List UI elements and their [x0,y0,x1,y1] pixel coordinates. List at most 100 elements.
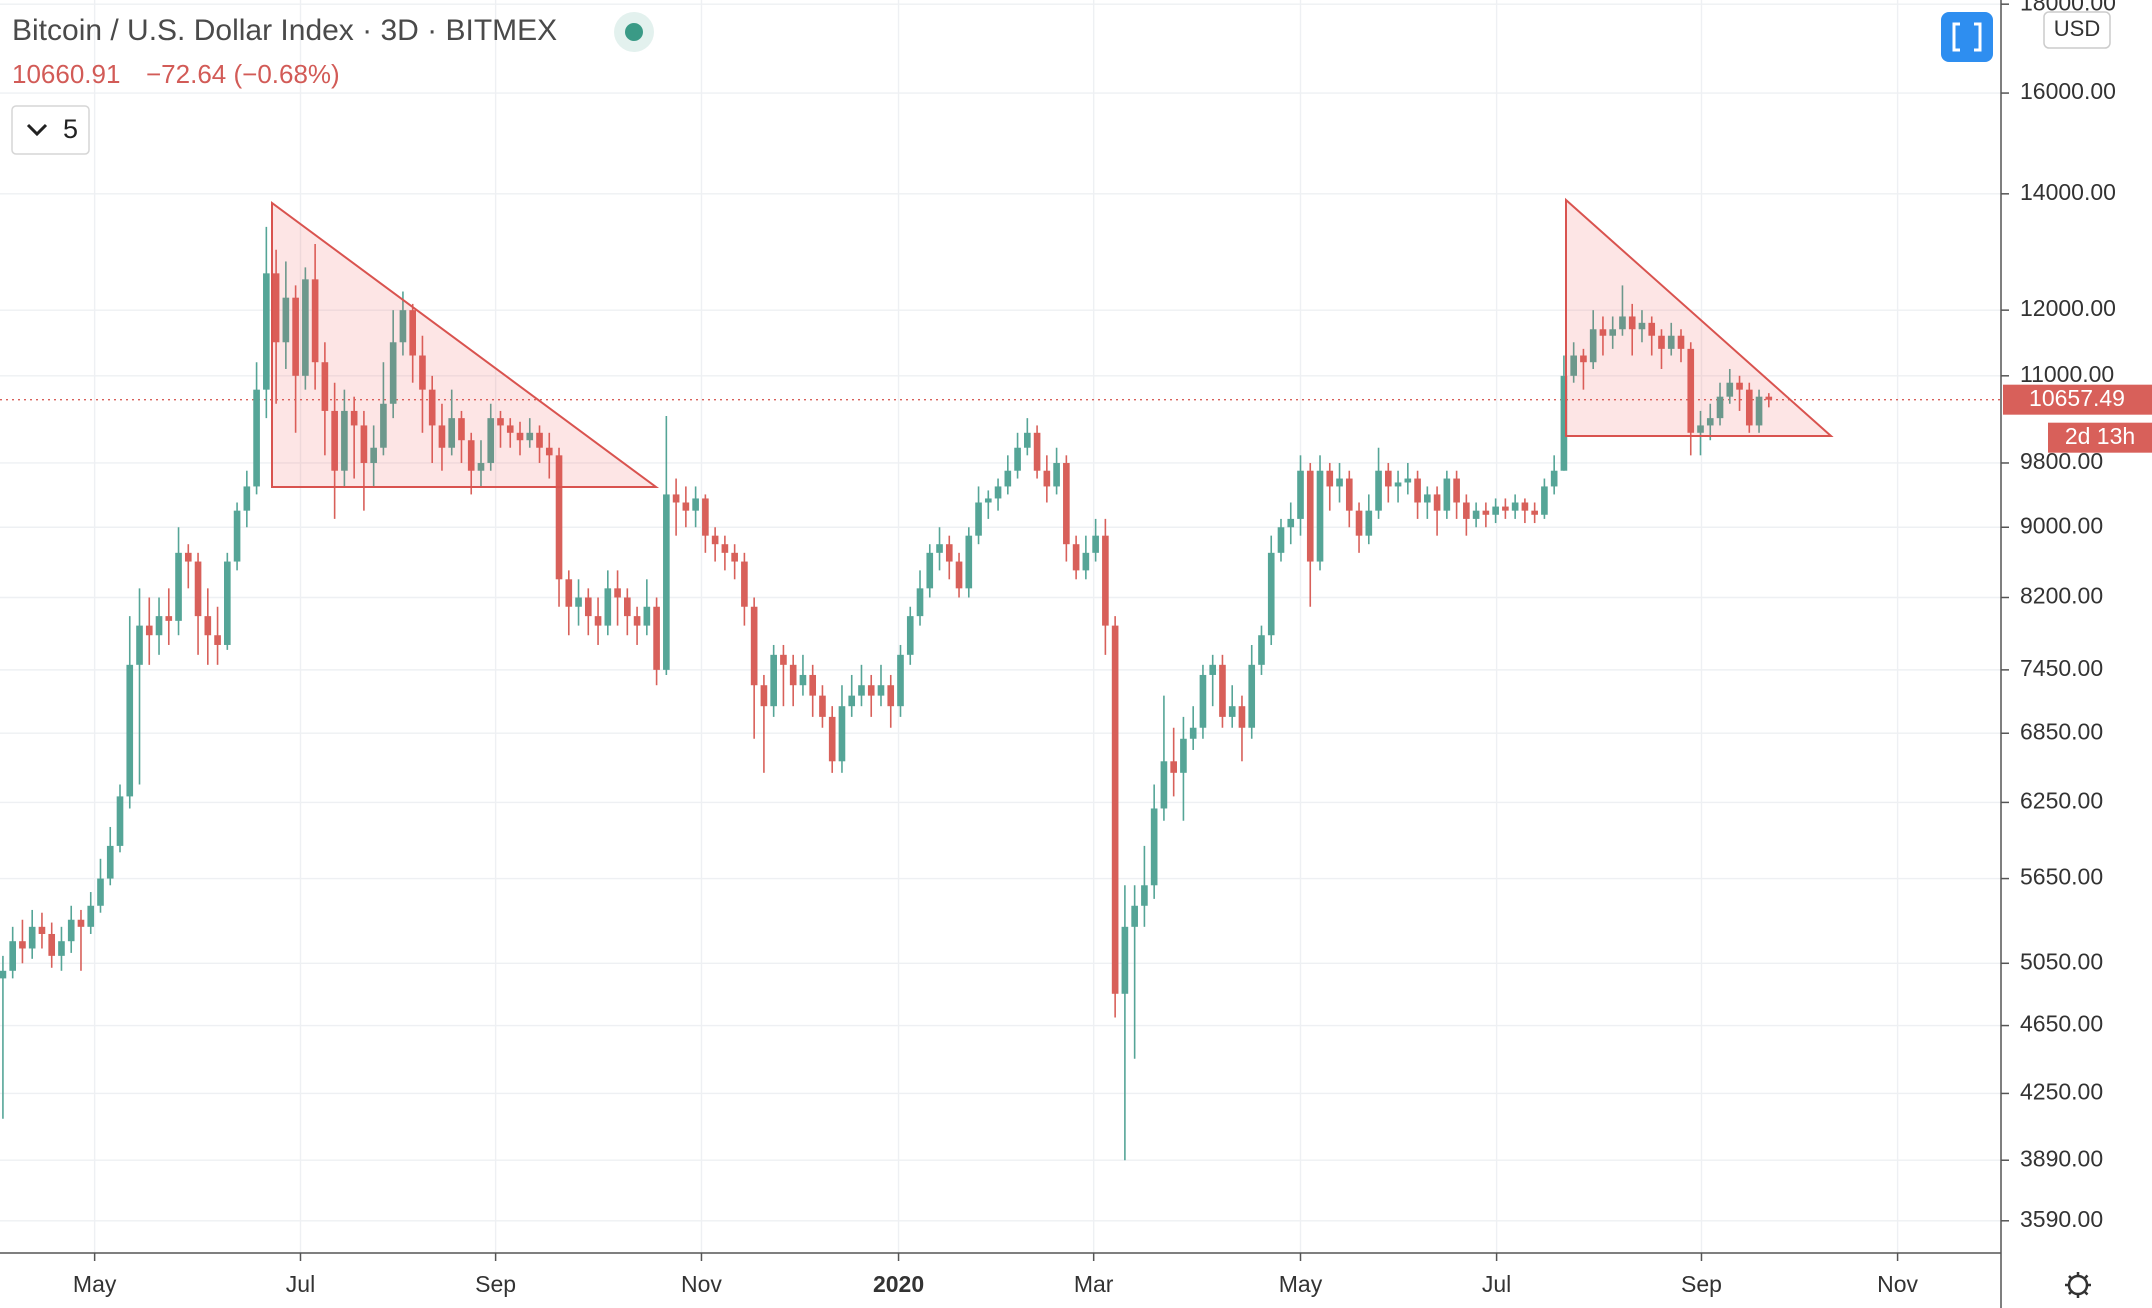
candles [0,226,1773,1161]
candle-body [1102,535,1109,626]
candle-body [584,597,592,617]
y-tick-label: 9000.00 [2020,512,2103,538]
candle-body [984,498,992,503]
candle-body [87,905,95,927]
candle-body [263,273,270,390]
indicator-toggle[interactable] [11,105,90,155]
fullscreen-icon [1952,22,1982,52]
candle-body [1336,478,1343,487]
candle-body [1453,478,1460,503]
candle-body [594,616,602,626]
y-tick-label: 6250.00 [2020,787,2103,813]
y-tick-label: 5650.00 [2020,864,2103,890]
candle-body [1541,486,1548,515]
candle-body [1492,506,1499,515]
candle-body [1014,447,1021,471]
candle-body [1648,322,1656,336]
candle-body [419,355,426,390]
candle-body [1599,329,1607,336]
candle-body [1297,470,1304,519]
candle-body [692,498,699,511]
candle-body [1053,462,1060,487]
candle-body [516,432,524,441]
candle-body [1570,355,1577,376]
candle-body [1238,706,1246,728]
fullscreen-button[interactable] [1941,12,1993,62]
candle-body [350,410,358,426]
candle-body [897,654,904,707]
x-tick-label: Mar [1074,1271,1114,1297]
candle-body [1433,494,1441,511]
candle-body [97,878,104,906]
candle-body [906,616,914,655]
candle-body [1355,510,1363,536]
candle-body [1638,322,1646,330]
candle-body [194,561,202,617]
candle-body [555,455,563,580]
candle-body [214,635,221,645]
candle-body [1072,544,1080,571]
x-tick-label: 2020 [873,1271,924,1297]
currency-box[interactable] [2043,11,2111,49]
candle-body [1755,396,1763,426]
x-tick-label: Nov [681,1271,722,1297]
candle-body [731,552,738,562]
x-tick-label: Sep [1681,1271,1722,1297]
candle-body [526,432,534,441]
candle-body [506,425,514,433]
triangle-drawing[interactable] [1565,197,1834,437]
candle-body [1414,478,1421,503]
candle-body [292,297,299,376]
candle-body [389,342,397,404]
last-price-box [2003,384,2152,415]
candle-body [1716,396,1724,419]
candle-body [1482,510,1490,515]
x-tick-label: Jul [286,1271,315,1297]
triangle-drawing[interactable] [271,201,660,488]
candle-body [1033,432,1041,471]
candle-body [1667,335,1675,349]
candle-body [106,845,114,879]
y-tick-label: 5050.00 [2020,948,2103,974]
candle-body [1150,808,1158,886]
candle-body [799,674,807,686]
symbol-title[interactable]: Bitcoin / U.S. Dollar Index · 3D · BITME… [12,14,557,47]
candle-body [663,494,670,670]
candle-body [1258,635,1265,665]
candle-body [9,941,17,971]
candle-body [448,418,456,448]
candle-body [1277,527,1285,553]
y-tick-label: 12000.00 [2020,295,2116,321]
candle-body [19,941,26,949]
candle-body [926,552,934,589]
candle-body [184,552,192,562]
gear-spokes [2065,1272,2091,1298]
candle-body [1345,478,1353,511]
y-tick-label: 11000.00 [2020,361,2114,387]
candle-body [360,425,368,463]
candle-body [165,616,173,621]
candle-body [321,362,329,411]
currency-label: USD [2054,16,2100,41]
candle-body [575,597,582,607]
candle-body [1219,664,1226,717]
candle-body [370,447,377,463]
settings-button[interactable] [2065,1272,2091,1298]
candle-body [1628,316,1636,330]
x-tick-label: Nov [1877,1271,1918,1297]
candle-body [1111,625,1119,994]
candle-body [1063,462,1070,545]
candle-body [760,685,768,707]
candle-body [1306,470,1314,562]
y-tick-label: 3890.00 [2020,1145,2103,1171]
candle-body [1248,664,1256,728]
candle-body [467,440,475,471]
candle-body [1697,425,1704,433]
candle-body [380,403,387,448]
candle-body [1531,510,1538,515]
x-tick-label: May [1279,1271,1323,1297]
x-tick-label: Sep [475,1271,516,1297]
candle-body [672,494,680,503]
candle-body [1228,706,1236,717]
candle-body [458,418,465,441]
